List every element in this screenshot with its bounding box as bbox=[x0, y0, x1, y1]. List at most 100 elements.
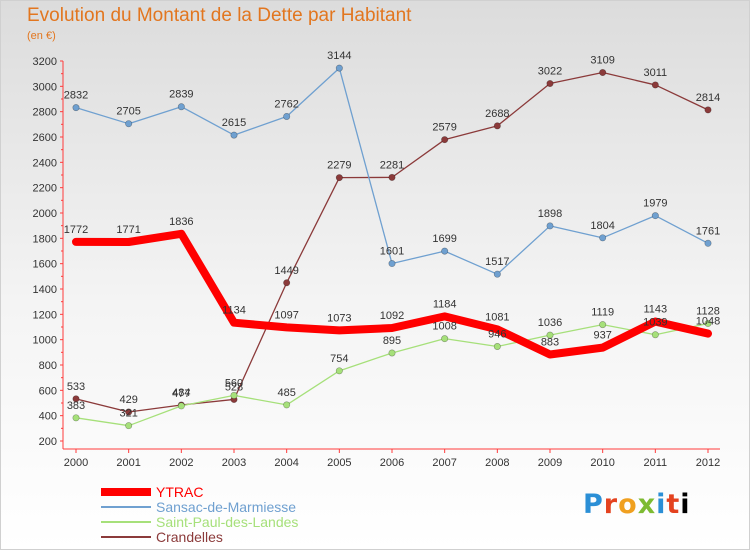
data-point bbox=[651, 331, 659, 339]
data-point bbox=[125, 120, 133, 128]
data-point bbox=[546, 331, 554, 339]
data-label: 485 bbox=[277, 387, 295, 399]
data-point bbox=[283, 279, 291, 287]
data-label: 1601 bbox=[380, 246, 404, 258]
chart-title: Evolution du Montant de la Dette par Hab… bbox=[27, 5, 412, 26]
data-label: 321 bbox=[119, 408, 137, 420]
data-label: 1039 bbox=[643, 317, 667, 329]
data-point bbox=[72, 104, 80, 112]
x-tick-label: 2006 bbox=[380, 457, 404, 469]
data-label: 560 bbox=[225, 377, 243, 389]
legend-label: Sansac-de-Marmiesse bbox=[156, 499, 297, 515]
y-tick-label: 3000 bbox=[33, 81, 57, 93]
data-label: 3022 bbox=[538, 66, 562, 78]
proxiti-logo: Proxiti bbox=[583, 489, 691, 520]
y-tick-label: 1600 bbox=[33, 259, 57, 271]
y-tick-label: 2000 bbox=[33, 208, 57, 220]
x-tick-label: 2000 bbox=[64, 457, 88, 469]
data-label: 1128 bbox=[696, 305, 720, 317]
data-point bbox=[72, 414, 80, 422]
data-point bbox=[704, 319, 712, 327]
data-label: 3109 bbox=[590, 55, 614, 67]
data-label: 1143 bbox=[644, 304, 668, 316]
data-label: 2839 bbox=[169, 89, 193, 101]
data-label: 1699 bbox=[432, 233, 456, 245]
data-point bbox=[546, 222, 554, 230]
data-label: 2814 bbox=[696, 92, 720, 104]
data-point bbox=[493, 270, 501, 278]
data-point bbox=[441, 247, 449, 255]
x-tick-label: 2011 bbox=[644, 457, 668, 469]
data-point bbox=[177, 402, 185, 410]
data-point bbox=[388, 260, 396, 268]
legend-swatch bbox=[101, 506, 151, 508]
x-tick-label: 2004 bbox=[274, 457, 298, 469]
data-point bbox=[388, 173, 396, 181]
data-label: 937 bbox=[593, 330, 611, 342]
data-label: 895 bbox=[383, 335, 401, 347]
data-point bbox=[230, 391, 238, 399]
legend-swatch bbox=[101, 488, 151, 496]
data-label: 2281 bbox=[380, 159, 404, 171]
data-point bbox=[651, 81, 659, 89]
data-point bbox=[335, 64, 343, 72]
y-tick-label: 1400 bbox=[33, 284, 57, 296]
data-label: 1036 bbox=[538, 317, 562, 329]
series-line bbox=[72, 229, 712, 359]
x-tick-label: 2003 bbox=[222, 457, 246, 469]
data-point bbox=[283, 112, 291, 120]
data-label: 1836 bbox=[169, 216, 193, 228]
data-label: 2705 bbox=[116, 106, 140, 118]
data-label: 1008 bbox=[432, 321, 456, 333]
y-tick-label: 800 bbox=[39, 360, 57, 372]
data-label: 2615 bbox=[222, 117, 246, 129]
data-label: 1184 bbox=[433, 298, 457, 310]
data-point bbox=[493, 343, 501, 351]
data-point bbox=[177, 103, 185, 111]
data-point bbox=[704, 239, 712, 247]
x-tick-label: 2001 bbox=[116, 457, 140, 469]
data-label: 484 bbox=[172, 387, 190, 399]
y-tick-label: 1000 bbox=[33, 335, 57, 347]
data-point bbox=[599, 234, 607, 242]
data-label: 1119 bbox=[591, 307, 614, 319]
x-tick-label: 2007 bbox=[432, 457, 456, 469]
data-label: 1517 bbox=[485, 256, 509, 268]
data-point bbox=[72, 395, 80, 403]
y-tick-label: 400 bbox=[39, 411, 57, 423]
series-line bbox=[75, 71, 709, 413]
legend-label: Saint-Paul-des-Landes bbox=[156, 514, 299, 530]
y-tick-label: 2200 bbox=[33, 183, 57, 195]
data-label: 2762 bbox=[274, 98, 298, 110]
data-label: 1097 bbox=[274, 309, 298, 321]
data-point bbox=[441, 136, 449, 144]
x-tick-label: 2012 bbox=[696, 457, 720, 469]
data-label: 754 bbox=[330, 353, 348, 365]
data-label: 1761 bbox=[696, 225, 720, 237]
x-tick-label: 2008 bbox=[485, 457, 509, 469]
data-label: 2279 bbox=[327, 160, 351, 172]
legend-label: YTRAC bbox=[156, 484, 204, 500]
x-tick-label: 2002 bbox=[169, 457, 193, 469]
data-label: 1804 bbox=[590, 220, 614, 232]
data-label: 2832 bbox=[64, 90, 88, 102]
x-tick-label: 2010 bbox=[590, 457, 614, 469]
data-point bbox=[283, 401, 291, 409]
data-label: 1772 bbox=[64, 224, 88, 236]
y-tick-label: 600 bbox=[39, 385, 57, 397]
data-point bbox=[546, 80, 554, 88]
y-tick-label: 2400 bbox=[33, 157, 57, 169]
data-point bbox=[651, 212, 659, 220]
data-label: 1048 bbox=[696, 316, 720, 328]
data-point bbox=[125, 422, 133, 430]
data-label: 1771 bbox=[116, 224, 140, 236]
chart-subtitle: (en €) bbox=[27, 30, 56, 42]
data-label: 1092 bbox=[380, 310, 404, 322]
data-point bbox=[493, 122, 501, 130]
y-tick-label: 2600 bbox=[33, 132, 57, 144]
x-tick-label: 2005 bbox=[327, 457, 351, 469]
data-label: 1449 bbox=[274, 265, 298, 277]
data-label: 1081 bbox=[485, 311, 509, 323]
